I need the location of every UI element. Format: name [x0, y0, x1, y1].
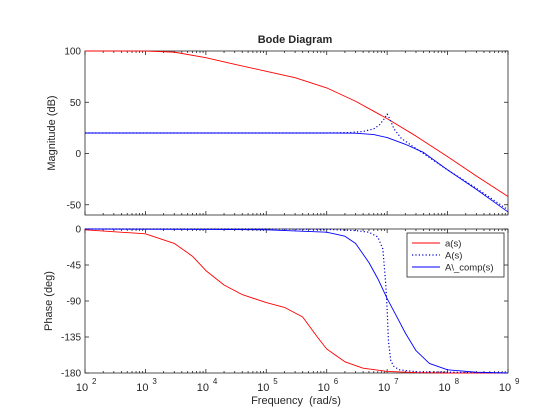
magnitude-ylabel: Magnitude (dB): [46, 95, 58, 170]
phase-series: [84, 228, 509, 374]
xtick-label: 10: [76, 382, 88, 394]
ytick-label: -180: [61, 369, 81, 380]
ytick-label: 100: [64, 47, 81, 58]
xtick-exponent: 5: [273, 377, 278, 386]
xtick-label: 10: [136, 382, 148, 394]
xtick-label: 10: [318, 382, 330, 394]
legend: a(s) A(s) A\_comp(s): [406, 232, 505, 278]
xtick-exponent: 7: [394, 377, 399, 386]
ytick-label: -90: [67, 297, 82, 308]
magnitude-series: [84, 50, 509, 213]
ytick-label: -45: [67, 261, 82, 272]
magnitude-ticks: -50 0 50 100: [64, 47, 509, 215]
series-line-2: [85, 132, 509, 213]
xtick-exponent: 2: [92, 377, 97, 386]
ytick-label: -50: [67, 200, 82, 211]
xtick-label: 10: [378, 382, 390, 394]
xtick-exponent: 6: [334, 377, 339, 386]
series-line-2: [84, 228, 509, 374]
legend-label-a: a(s): [445, 239, 461, 250]
series-line-0: [84, 229, 508, 374]
xtick-exponent: 3: [152, 377, 157, 386]
magnitude-axes: -50 0 50 100 Magnitude (dB): [46, 47, 509, 216]
legend-label-Acomp: A\_comp(s): [445, 263, 494, 274]
xtick-exponent: 8: [455, 377, 460, 386]
xtick-exponent: 4: [213, 377, 218, 386]
ytick-label: 50: [70, 98, 82, 109]
ytick-label: 0: [75, 149, 81, 160]
xtick-label: 10: [257, 382, 269, 394]
series-line-0: [84, 50, 509, 197]
legend-label-A: A(s): [445, 251, 462, 262]
chart-title: Bode Diagram: [258, 34, 333, 46]
ytick-label: 0: [75, 225, 81, 236]
xtick-label: 10: [499, 382, 511, 394]
phase-axes: -180-135-90-450102103104105106107108109 …: [43, 225, 520, 408]
xtick-label: 10: [197, 382, 209, 394]
frequency-xlabel: Frequency (rad/s): [251, 395, 341, 407]
ytick-label: -135: [61, 333, 81, 344]
xtick-exponent: 9: [515, 377, 520, 386]
phase-ylabel: Phase (deg): [43, 271, 55, 331]
xtick-label: 10: [438, 382, 450, 394]
